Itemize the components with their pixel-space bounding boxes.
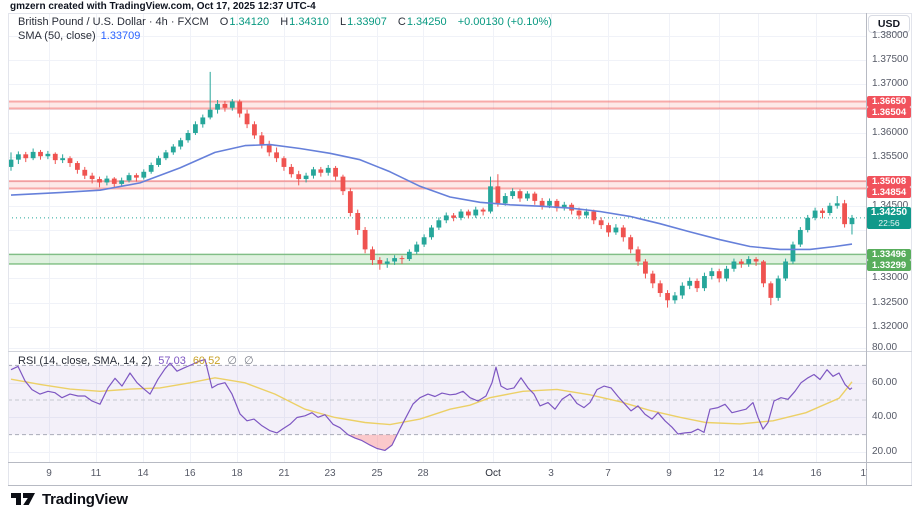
ohlc-open: O1.34120 <box>220 16 269 28</box>
tradingview-logo-icon <box>11 493 35 505</box>
price-axis[interactable]: 1.38000 1.37500 1.37000 1.36000 1.35500 1.345… <box>866 13 912 485</box>
time-tick: 14 <box>137 468 149 479</box>
time-tick: 12 <box>713 468 725 479</box>
resistance-price-label: 1.36504 <box>867 106 911 118</box>
rsi-label: RSI (14, close, SMA, 14, 2) <box>18 355 152 367</box>
ohlc-high: H1.34310 <box>280 16 329 28</box>
resistance-price-label: 1.36650 <box>867 95 911 107</box>
rsi-line[interactable] <box>10 358 853 451</box>
rsi-pane <box>8 364 866 451</box>
ohlc-close: C1.34250 <box>398 16 447 28</box>
low-label: L <box>339 16 347 28</box>
ohlc-low: L1.33907 <box>340 16 387 28</box>
resistance-price-label: 1.34854 <box>867 186 911 198</box>
change-value: +0.00130 (+0.10%) <box>457 16 552 28</box>
sma-legend[interactable]: SMA (50, close) 1.33709 <box>18 30 140 42</box>
close-value: 1.34250 <box>406 16 447 28</box>
resistance-price-label: 1.35008 <box>867 175 911 187</box>
rsi-legend[interactable]: RSI (14, close, SMA, 14, 2) 57.03 60.52 ∅ ∅ <box>18 354 254 367</box>
price-tick: 1.34500 <box>872 199 909 211</box>
currency-toggle-button[interactable]: USD <box>868 15 910 33</box>
time-tick: 14 <box>752 468 764 479</box>
attribution-text: gmzern created with TradingView.com, Oct… <box>10 1 316 12</box>
resistance-zone[interactable] <box>8 100 866 110</box>
price-tick: 1.37500 <box>872 54 909 66</box>
time-tick: 16 <box>184 468 196 479</box>
last-price-value: 1.34250 <box>870 206 908 218</box>
rsi-tick: 80.00 <box>872 341 898 353</box>
price-tick: 1.36000 <box>872 126 909 138</box>
tradingview-logo[interactable]: TradingView <box>10 489 128 509</box>
sma-label: SMA (50, close) <box>18 30 96 42</box>
price-tick: 1.38000 <box>872 29 909 41</box>
time-tick: 23 <box>324 468 336 479</box>
resistance-zone[interactable] <box>8 180 866 190</box>
candles-series <box>8 71 855 308</box>
rsi-value: 57.03 <box>158 355 186 367</box>
time-tick: 28 <box>417 468 429 479</box>
bar-countdown: 22:56 <box>878 217 900 228</box>
rsi-empty-value-2: ∅ <box>243 355 254 367</box>
support-zone[interactable] <box>8 253 866 265</box>
time-tick: 7 <box>605 468 611 479</box>
open-label: O <box>219 16 229 28</box>
price-tick: 1.32000 <box>872 320 909 332</box>
last-price-label: 1.34250 22:56 <box>867 206 911 229</box>
time-tick: 9 <box>666 468 672 479</box>
price-tick: 1.37000 <box>872 78 909 90</box>
rsi-empty-value-1: ∅ <box>227 355 237 367</box>
symbol-title[interactable]: British Pound / U.S. Dollar · 4h · FXCM <box>18 16 209 28</box>
low-value: 1.33907 <box>347 16 387 28</box>
time-tick: 11 <box>90 468 102 479</box>
gridlines <box>8 13 866 462</box>
time-tick: 16 <box>810 468 822 479</box>
time-tick: 25 <box>371 468 383 479</box>
time-tick: 9 <box>46 468 52 479</box>
sma-value: 1.33709 <box>100 30 141 42</box>
sma50-line[interactable] <box>10 143 853 251</box>
rsi-tick: 20.00 <box>872 445 898 457</box>
symbol-legend: British Pound / U.S. Dollar · 4h · FXCM … <box>18 16 552 28</box>
rsi-oversold-fill <box>348 434 397 451</box>
high-label: H <box>280 16 289 28</box>
support-price-label: 1.33299 <box>867 259 911 271</box>
close-label: C <box>397 16 406 28</box>
time-axis[interactable]: 9 11 14 16 18 21 23 25 28 Oct 3 7 9 12 14 16 17 <box>0 462 867 485</box>
time-tick: 18 <box>231 468 243 479</box>
tradingview-logo-text: TradingView <box>42 490 128 508</box>
high-value: 1.34310 <box>289 16 329 28</box>
open-value: 1.34120 <box>229 16 270 28</box>
support-price-label: 1.33496 <box>867 248 911 260</box>
price-tick: 1.33000 <box>872 272 909 284</box>
time-tick: 3 <box>548 468 554 479</box>
rsi-ma-value: 60.52 <box>192 355 221 367</box>
rsi-tick: 40.00 <box>872 411 898 423</box>
price-tick: 1.32500 <box>872 296 909 308</box>
rsi-tick: 60.00 <box>872 376 898 388</box>
time-tick: 21 <box>278 468 290 479</box>
price-tick: 1.35500 <box>872 151 909 163</box>
time-tick: 17 <box>860 468 867 479</box>
rsi-ma-line[interactable] <box>10 377 853 426</box>
time-tick: Oct <box>485 468 501 479</box>
